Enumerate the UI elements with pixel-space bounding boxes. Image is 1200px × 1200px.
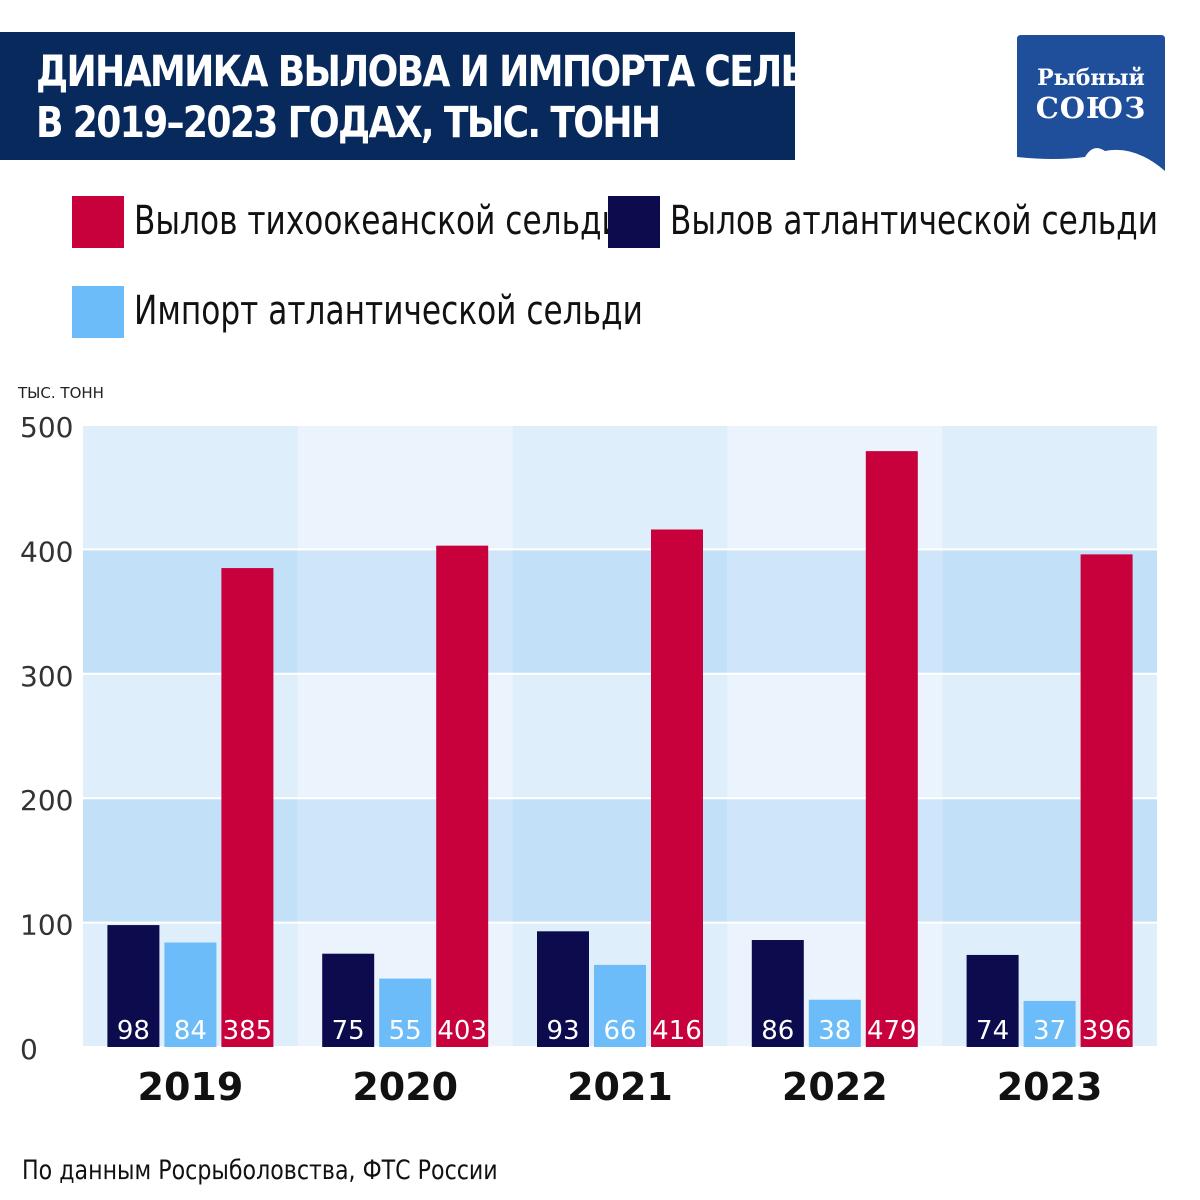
bar-2022-0: [751, 940, 804, 1047]
y-tick-label: 100: [20, 909, 73, 942]
bar-value-label: 98: [117, 1016, 150, 1046]
bar-value-label: 37: [1033, 1016, 1066, 1046]
bar-2020-1: [379, 978, 432, 1047]
x-category-label: 2021: [567, 1065, 673, 1109]
legend-swatch-atlantic-import: [72, 286, 124, 338]
bar-value-label: 66: [603, 1016, 636, 1046]
legend-swatch-pacific: [72, 196, 124, 248]
bar-2023-2: [1080, 554, 1133, 1047]
bar-2022-1: [808, 999, 861, 1047]
x-category-label: 2023: [997, 1065, 1103, 1109]
chart-title-line-2: В 2019–2023 ГОДАХ, ТЫС. ТОНН: [36, 98, 661, 148]
bar-2023-1: [1023, 1000, 1076, 1047]
legend-label-atlantic-import: Импорт атлантической сельди: [134, 288, 643, 334]
bar-2021-0: [537, 931, 589, 1047]
bar-value-label: 75: [332, 1016, 365, 1046]
legend-swatch-atlantic-catch: [608, 196, 660, 248]
bar-value-label: 416: [652, 1016, 702, 1046]
bar-2021-2: [651, 529, 703, 1047]
bar-2022-2: [865, 451, 918, 1047]
logo-flag-shape: [1017, 35, 1165, 171]
bar-value-label: 385: [223, 1016, 273, 1046]
bar-2019-2: [221, 568, 274, 1047]
x-category-label: 2022: [782, 1065, 888, 1109]
y-tick-label: 500: [20, 411, 73, 444]
bar-2020-2: [436, 545, 489, 1047]
y-axis-unit-label: ТЫС. ТОНН: [17, 384, 104, 402]
bar-value-label: 93: [546, 1016, 579, 1046]
legend-label-atlantic-catch: Вылов атлантической сельди: [670, 198, 1159, 244]
bar-value-label: 479: [867, 1016, 917, 1046]
y-tick-label: 400: [20, 535, 73, 568]
y-tick-label: 300: [20, 660, 73, 693]
bar-value-label: 74: [976, 1016, 1009, 1046]
bar-2019-0: [107, 925, 160, 1047]
logo-word-2: СОЮЗ: [1035, 91, 1147, 125]
y-tick-label: 200: [20, 784, 73, 817]
plot-band-bg: [942, 425, 1157, 550]
bar-value-label: 55: [389, 1016, 422, 1046]
logo-word-1: Рыбный: [1037, 65, 1145, 91]
chart-title-line-1: ДИНАМИКА ВЫЛОВА И ИМПОРТА СЕЛЬДИ: [36, 47, 867, 97]
x-category-label: 2019: [138, 1065, 244, 1109]
y-tick-label: 0: [20, 1033, 38, 1066]
bar-2020-0: [322, 953, 375, 1047]
bar-value-label: 396: [1082, 1016, 1132, 1046]
bar-value-label: 38: [818, 1016, 851, 1046]
legend-label-pacific: Вылов тихоокеанской сельди: [134, 198, 622, 244]
bar-value-label: 84: [174, 1016, 207, 1046]
bar-2019-1: [164, 942, 217, 1047]
bar-2021-1: [594, 964, 646, 1047]
rybny-soyuz-logo: Рыбный СОЮЗ: [1015, 33, 1167, 173]
bar-2023-0: [966, 954, 1019, 1047]
bar-value-label: 86: [761, 1016, 794, 1046]
bar-value-label: 403: [437, 1016, 487, 1046]
plot-band-bg: [512, 425, 728, 550]
x-category-label: 2020: [352, 1065, 458, 1109]
data-source-note: По данным Росрыболовства, ФТС России: [22, 1155, 498, 1186]
title-banner: [0, 32, 795, 160]
plot-band-bg: [83, 425, 298, 550]
plot-band-bg: [297, 425, 513, 550]
herring-bar-chart: ТЫС. ТОНН 0 100 200 300 400 500 98 84 385 2019 75 55…: [17, 384, 1157, 1109]
